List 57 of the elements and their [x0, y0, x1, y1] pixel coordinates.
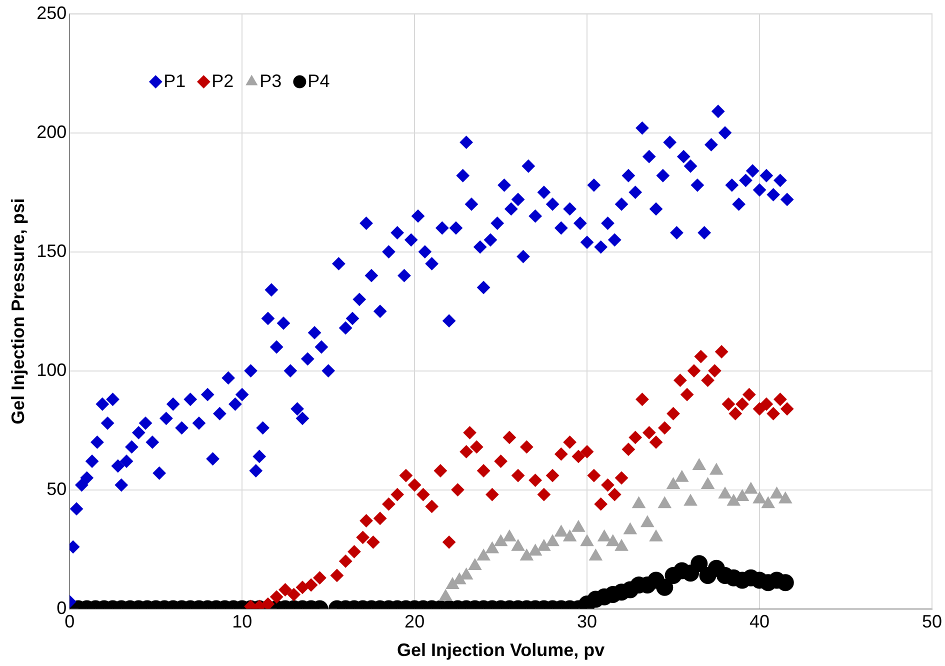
point — [446, 578, 460, 589]
point — [520, 548, 534, 560]
point — [468, 558, 482, 570]
legend-label: P3 — [260, 70, 282, 91]
point — [710, 463, 723, 475]
point — [778, 492, 792, 504]
point — [486, 542, 499, 554]
point — [580, 534, 594, 546]
point — [563, 530, 576, 542]
legend-label: P2 — [212, 70, 234, 91]
y-tick-label: 50 — [46, 478, 67, 499]
point — [554, 525, 568, 537]
point — [632, 496, 646, 508]
point — [439, 589, 452, 601]
point — [658, 496, 672, 508]
point — [606, 534, 620, 546]
point — [666, 478, 680, 490]
point — [537, 539, 550, 551]
point — [649, 530, 663, 542]
point — [762, 496, 775, 508]
y-tick-label: 250 — [36, 2, 67, 23]
point — [546, 534, 560, 546]
point — [614, 539, 628, 551]
point — [477, 548, 490, 560]
point — [598, 530, 611, 542]
legend-label: P4 — [308, 70, 330, 91]
point — [692, 458, 706, 470]
y-axis-title: Gel Injection Pressure, psi — [8, 198, 28, 424]
point — [460, 568, 473, 580]
point — [511, 539, 525, 551]
point — [744, 482, 758, 494]
point — [624, 522, 637, 534]
point — [752, 492, 766, 504]
x-tick-label: 40 — [750, 612, 770, 632]
point — [675, 470, 688, 482]
point — [718, 487, 732, 499]
point — [727, 494, 740, 506]
y-tick-label: 0 — [56, 598, 67, 618]
x-axis-title: Gel Injection Volume, pv — [396, 640, 605, 660]
legend-label: P1 — [164, 70, 186, 91]
point — [770, 487, 784, 499]
point — [736, 489, 749, 501]
point — [502, 530, 516, 542]
x-tick-label: 10 — [232, 612, 252, 632]
point — [528, 544, 542, 556]
y-tick-label: 150 — [36, 240, 67, 261]
point — [572, 520, 585, 532]
x-tick-label: 50 — [922, 612, 942, 632]
point — [684, 494, 698, 506]
point — [640, 516, 654, 528]
x-tick-label: 20 — [404, 612, 425, 632]
y-tick-label: 100 — [36, 360, 67, 380]
point — [701, 478, 714, 490]
point — [494, 534, 508, 546]
point — [589, 548, 602, 560]
y-tick-label: 200 — [36, 122, 67, 142]
x-tick-label: 30 — [577, 612, 598, 632]
